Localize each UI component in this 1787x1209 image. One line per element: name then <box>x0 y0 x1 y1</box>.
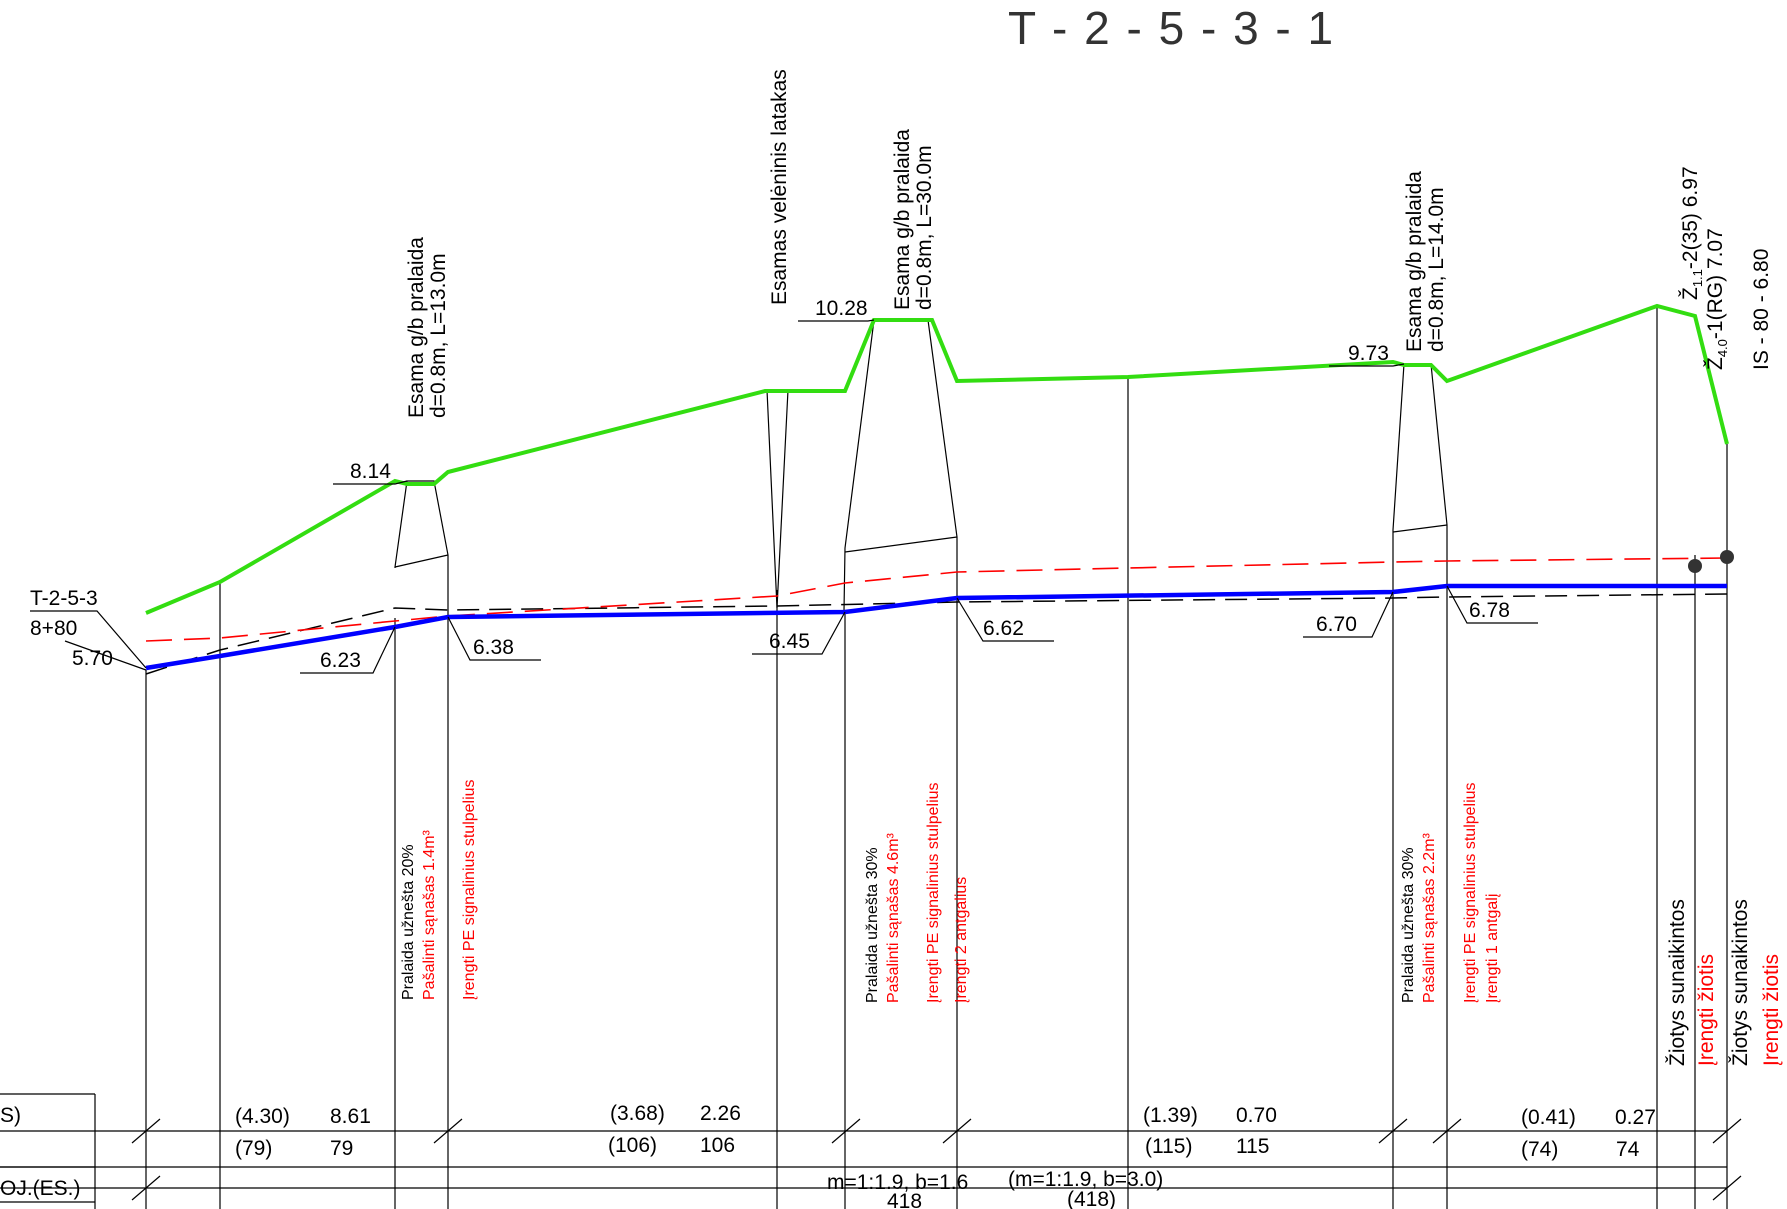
profile-title: T - 2 - 5 - 3 - 1 <box>1008 2 1335 54</box>
table-cell: (74) <box>1521 1138 1558 1161</box>
note-action: Pašalinti sąnašas 1.4m³ <box>421 829 438 1000</box>
note-action: Pašalinti sąnašas 2.2m³ <box>1421 832 1438 1003</box>
note-silted: Pralaida užnešta 20% <box>400 844 417 1000</box>
culvert-label-line2: d=0.8m, L=30.0m <box>913 145 936 310</box>
note-silted: Pralaida užnešta 30% <box>864 847 881 1003</box>
table-cell: (418) <box>1067 1188 1116 1209</box>
table-cell: (79) <box>235 1137 272 1160</box>
profile-table <box>0 1093 1742 1209</box>
table-row3-label: OJ.(ES.) <box>0 1177 81 1200</box>
bottom-elevation-label: 6.38 <box>473 636 514 659</box>
bottom-elevation-label: 6.70 <box>1316 613 1357 636</box>
mouth-action: Įrengti žiotis <box>1695 954 1718 1066</box>
table-cell: (0.41) <box>1521 1106 1576 1129</box>
table-cell: (3.68) <box>610 1102 665 1125</box>
note-action: Įrengti 1 antgalį <box>1484 894 1501 1003</box>
mouth-marker <box>1720 550 1734 564</box>
existing-bottom-dashed <box>145 593 1728 675</box>
bottom-elevation-label: 6.62 <box>983 617 1024 640</box>
elevation-leaders <box>30 319 1538 674</box>
table-cell: (1.39) <box>1143 1104 1198 1127</box>
top-elevation-label: 8.14 <box>350 460 391 483</box>
table-cell: 74 <box>1616 1138 1640 1161</box>
table-cell: 0.27 <box>1615 1106 1656 1129</box>
table-cell: 115 <box>1236 1135 1269 1158</box>
svg-text:Ž4.0-1(RG) 7.07: Ž4.0-1(RG) 7.07 <box>1704 228 1730 370</box>
bottom-elevation-label: 6.23 <box>320 649 361 672</box>
table-cell: (115) <box>1145 1135 1192 1158</box>
table-cell: 79 <box>330 1137 353 1160</box>
note-action: Pašalinti sąnašas 4.6m³ <box>885 832 902 1003</box>
table-cell: 106 <box>700 1134 735 1157</box>
culvert-outlines <box>394 319 1448 612</box>
mouth-action: Įrengti žiotis <box>1760 954 1783 1066</box>
mouth-marker <box>1688 559 1702 573</box>
start-code-label: T-2-5-3 <box>30 587 98 610</box>
culvert-label-line1: Esama g/b pralaida <box>891 129 914 310</box>
note-action: Įrengti 2 antgalius <box>953 877 970 1003</box>
mouth-note: Žiotys sunaikintos <box>1729 899 1752 1066</box>
table-cell: 0.70 <box>1236 1104 1277 1127</box>
start-chainage-label: 8+80 <box>30 617 77 640</box>
table-cell: 2.26 <box>700 1102 741 1125</box>
top-elevation-label: 10.28 <box>815 297 868 320</box>
table-cell: m=1:1.9, b=1.6 <box>827 1171 968 1194</box>
culvert-label-line2: d=0.8m, L=14.0m <box>1425 187 1448 352</box>
bottom-elevation-label: 6.45 <box>769 630 810 653</box>
note-action: Įrengti PE signalinius stulpelius <box>925 782 942 1003</box>
culvert-label-line1: Esama g/b pralaida <box>405 237 428 418</box>
ground-line <box>145 303 1729 615</box>
water-level-dashed <box>145 557 1728 642</box>
station-lines <box>145 306 1728 1209</box>
mouth-code-is: IS - 80 - 6.80 <box>1750 249 1773 370</box>
veleninis-label: Esamas velėninis latakas <box>768 69 791 305</box>
table-cell: (106) <box>608 1134 657 1157</box>
mouth-code-z1: Ž1.1-2(35) 6.97 <box>1679 166 1705 300</box>
start-elevation-label: 5.70 <box>72 647 113 670</box>
note-action: Įrengti PE signalinius stulpelius <box>461 779 478 1000</box>
bottom-elevation-label: 6.78 <box>1469 599 1510 622</box>
table-cell: 418 <box>887 1190 922 1209</box>
table-cell: 8.61 <box>330 1105 371 1128</box>
top-elevation-label: 9.73 <box>1348 342 1389 365</box>
table-row1-label: S) <box>0 1104 21 1127</box>
table-cell: (4.30) <box>235 1105 290 1128</box>
note-silted: Pralaida užnešta 30% <box>1400 847 1417 1003</box>
svg-text:Ž1.1-2(35) 6.97: Ž1.1-2(35) 6.97 <box>1679 166 1705 300</box>
culvert-label-line2: d=0.8m, L=13.0m <box>427 253 450 418</box>
table-cell: (m=1:1.9, b=3.0) <box>1008 1168 1163 1191</box>
note-action: Įrengti PE signalinius stulpelius <box>1462 782 1479 1003</box>
mouth-note: Žiotys sunaikintos <box>1666 899 1689 1066</box>
mouth-code-z2: Ž4.0-1(RG) 7.07 <box>1704 228 1730 370</box>
culvert-label-line1: Esama g/b pralaida <box>1403 171 1426 352</box>
